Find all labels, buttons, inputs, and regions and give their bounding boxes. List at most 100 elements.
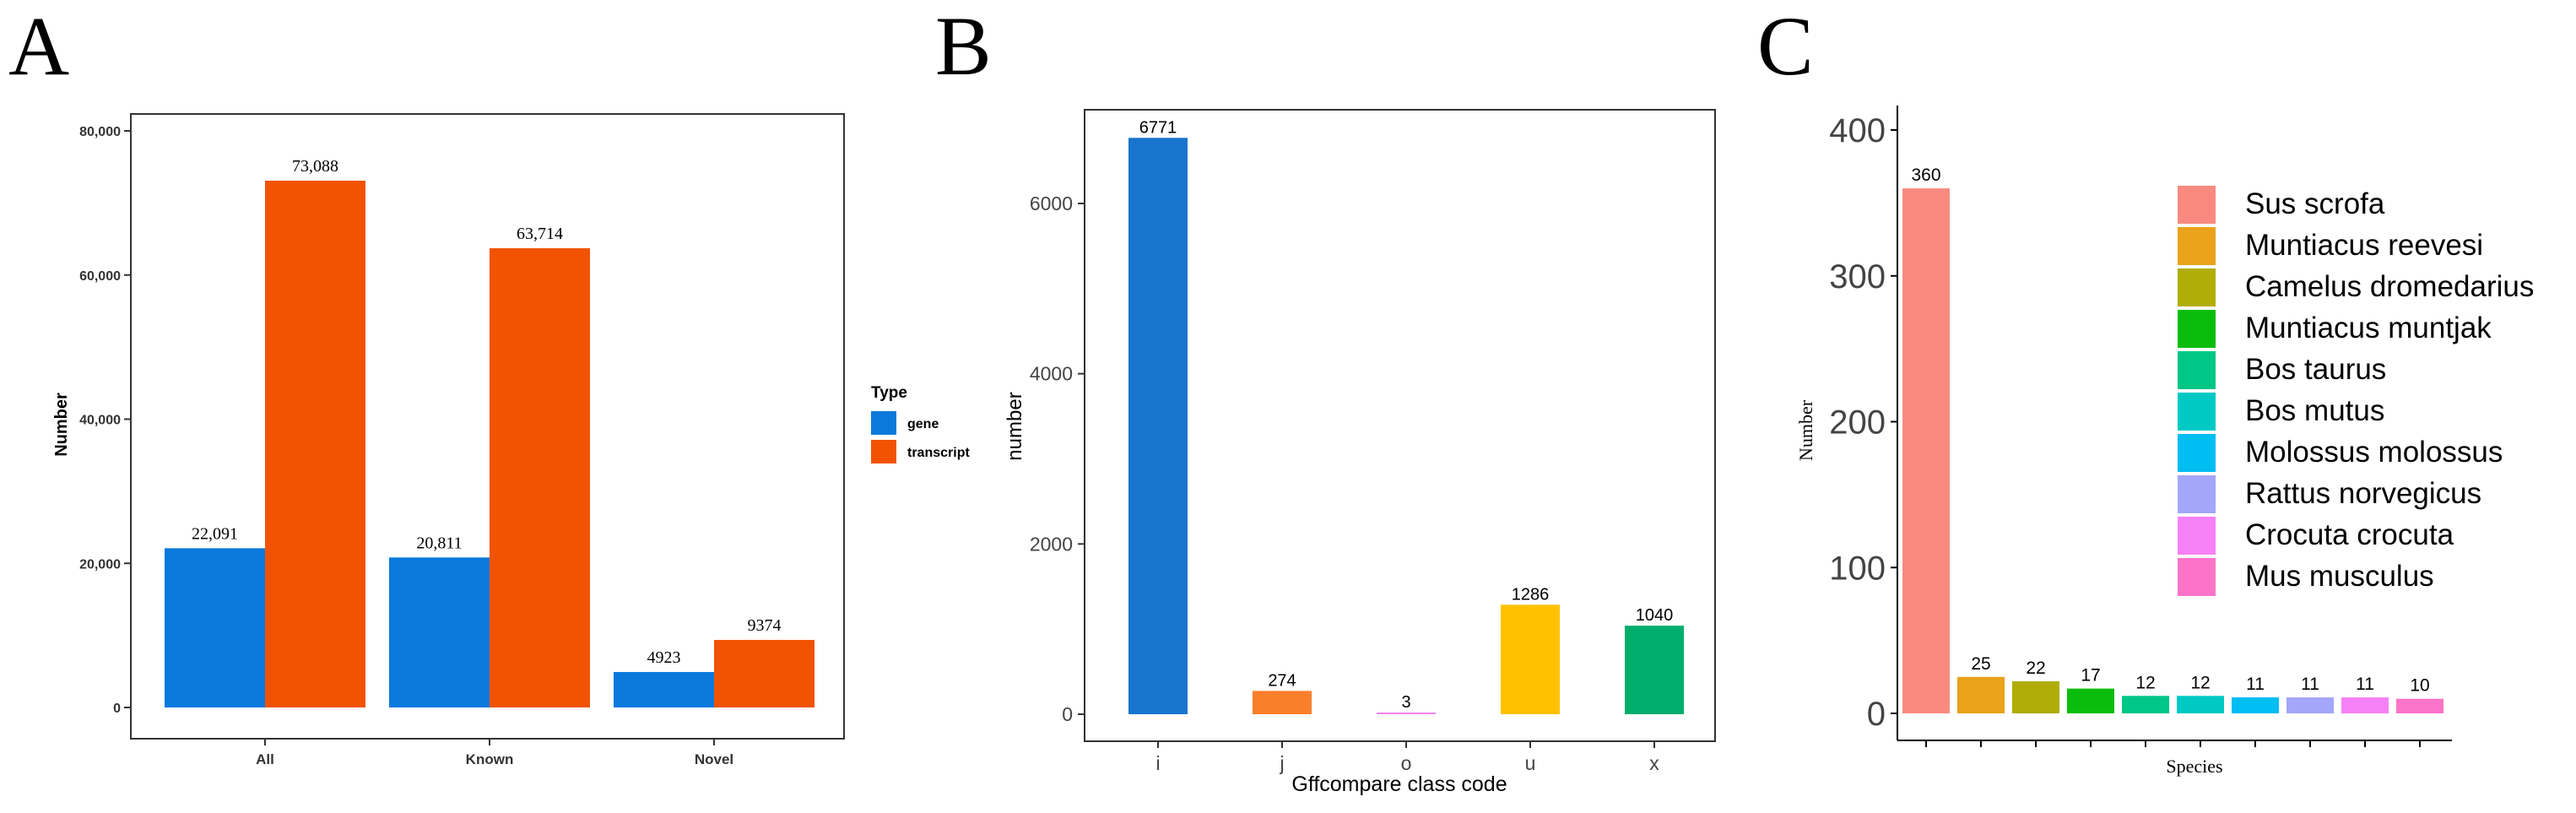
- panel-c-legend-label: Bos mutus: [2245, 394, 2384, 427]
- panel-a-bar-label: 22,091: [192, 524, 238, 543]
- panel-b-xtick-label: o: [1401, 752, 1412, 774]
- panel-b-ytick-label: 6000: [1030, 192, 1073, 214]
- panel-b-bar-label: 3: [1401, 693, 1410, 712]
- panel-c-bar: [2232, 696, 2279, 713]
- panel-a-chart: Number Type gene transcript 0 20,000 40,00…: [52, 113, 970, 767]
- panel-letter-b: B: [935, 0, 992, 93]
- panel-a-ytick-label: 60,000: [79, 269, 121, 284]
- panel-c-legend-label: Muntiacus muntjak: [2245, 312, 2492, 344]
- panel-c-bar: [2341, 696, 2389, 713]
- panel-c-legend-label: Mus musculus: [2245, 560, 2434, 593]
- panel-c-bar-label: 11: [2301, 675, 2319, 694]
- panel-b-bar-label: 1040: [1636, 606, 1674, 625]
- panel-c-bar: [1902, 188, 1950, 714]
- panel-c-ytick-label: 100: [1829, 550, 1886, 587]
- panel-b-bar-j: [1253, 691, 1312, 714]
- panel-a-legend-swatch-gene: [871, 411, 896, 435]
- panel-c-legend-swatch: [2178, 393, 2216, 431]
- panel-b-ytick-label: 0: [1062, 703, 1073, 725]
- panel-b-bar-u: [1501, 604, 1560, 714]
- panel-b-bar-label: 1286: [1512, 585, 1550, 604]
- panel-c-legend-label: Sus scrofa: [2245, 187, 2385, 220]
- panel-b-bar-label: 274: [1268, 671, 1296, 690]
- panel-a-ytick-label: 0: [113, 702, 121, 716]
- panel-c-legend-label: Camelus dromedarius: [2245, 270, 2534, 303]
- panel-b-bar-i: [1128, 138, 1188, 714]
- panel-c-bar-label: 17: [2081, 666, 2100, 686]
- panel-c-bar-label: 11: [2246, 675, 2265, 694]
- panel-b-bar-label: 6771: [1139, 118, 1177, 137]
- panel-c-legend-label: Molossus molossus: [2245, 436, 2503, 469]
- panel-c-xlabel: Species: [2166, 756, 2222, 777]
- panel-c-legend-swatch: [2178, 434, 2216, 472]
- panel-a-xtick-label: Known: [466, 751, 514, 767]
- panel-c-bar: [2177, 696, 2224, 713]
- panel-c-ytick-label: 300: [1829, 258, 1886, 295]
- panel-a-xtick-label: Novel: [695, 751, 733, 767]
- panel-c-bar-label: 10: [2410, 676, 2429, 696]
- panel-letter-a: A: [8, 0, 69, 93]
- panel-a-xtick-label: All: [256, 751, 274, 767]
- panel-c-legend-swatch: [2178, 558, 2216, 596]
- panel-c-bar: [2396, 698, 2443, 713]
- panel-a-legend-label-gene: gene: [907, 417, 939, 431]
- panel-c-legend-label: Crocuta crocuta: [2245, 518, 2454, 551]
- panel-c-bar-label: 12: [2135, 673, 2155, 692]
- panel-c-bar: [2122, 696, 2169, 713]
- panel-b-ytick-label: 2000: [1030, 533, 1073, 555]
- panel-b-xlabel: Gffcompare class code: [1291, 772, 1507, 796]
- panel-a-ytick-label: 80,000: [79, 125, 121, 139]
- panel-c-bar-label: 22: [2026, 659, 2045, 678]
- panel-a-bar-label: 63,714: [517, 225, 563, 243]
- panel-c-ytick-label: 200: [1829, 404, 1886, 442]
- panel-c-bar: [1957, 676, 2005, 713]
- panel-a-bar-label: 73,088: [292, 157, 338, 176]
- panel-a-bar-gene: [614, 671, 714, 707]
- panel-c-bar-label: 12: [2190, 673, 2210, 692]
- panel-letter-c: C: [1757, 0, 1814, 93]
- panel-a-ytick-label: 40,000: [79, 414, 121, 428]
- panel-a-ytick-label: 20,000: [79, 557, 121, 572]
- panel-c-bar-label: 25: [1971, 654, 1990, 674]
- panel-c-bar: [2067, 688, 2114, 713]
- panel-c-ytick-label: 0: [1867, 696, 1886, 733]
- panel-c-legend-swatch: [2178, 186, 2216, 224]
- panel-b-xtick-label: j: [1279, 752, 1284, 774]
- panel-c-legend-swatch: [2178, 310, 2216, 348]
- panel-b-xtick-label: i: [1155, 752, 1160, 774]
- panel-a-bar-transcript: [490, 248, 590, 707]
- panel-c-legend-label: Muntiacus reevesi: [2245, 229, 2483, 262]
- panel-c-bar-label: 360: [1911, 165, 1940, 185]
- panel-c-legend-label: Bos taurus: [2245, 353, 2386, 386]
- panel-a-bar-label: 20,811: [416, 534, 462, 552]
- panel-c-legend-swatch: [2178, 268, 2216, 306]
- panel-a-bar-gene: [389, 557, 490, 707]
- panel-c-legend-swatch: [2178, 351, 2216, 389]
- panel-c-bar: [2286, 696, 2334, 713]
- panel-b-bar-o: [1377, 713, 1436, 714]
- panel-c-ylabel: Number: [1795, 399, 1816, 461]
- panel-a-bar-transcript: [714, 639, 814, 707]
- panel-b-chart: number Gffcompare class code 0 2000 4000 60…: [1004, 109, 1716, 796]
- panel-a-legend-title: Type: [871, 384, 907, 402]
- panel-c-bar-label: 11: [2356, 675, 2374, 694]
- panel-c-legend-label: Rattus norvegicus: [2245, 477, 2481, 510]
- panel-b-xtick-label: x: [1649, 752, 1659, 774]
- panel-c-legend-swatch: [2178, 227, 2216, 265]
- panel-a-bar-transcript: [265, 181, 365, 707]
- panel-a-bar-label: 4923: [647, 648, 681, 667]
- panel-c-bar: [2012, 680, 2059, 713]
- panel-a-legend-swatch-transcript: [871, 440, 896, 463]
- panel-a-bar-gene: [165, 548, 265, 707]
- panel-a-legend-label-transcript: transcript: [907, 446, 970, 460]
- panel-b-plot-frame: [1084, 109, 1716, 742]
- panel-a-ylabel: Number: [52, 393, 71, 457]
- panel-b-bar-x: [1625, 626, 1684, 714]
- panel-c-chart: Number Species 0 100 200 300 400 360 25 22 17 12 1…: [1795, 106, 2534, 777]
- panel-c-ytick-label: 400: [1829, 112, 1886, 149]
- panel-b-ytick-label: 4000: [1030, 363, 1073, 385]
- panel-a-bar-label: 9374: [748, 616, 782, 635]
- panel-c-legend-swatch: [2178, 475, 2216, 513]
- panel-b-xtick-label: u: [1525, 752, 1536, 774]
